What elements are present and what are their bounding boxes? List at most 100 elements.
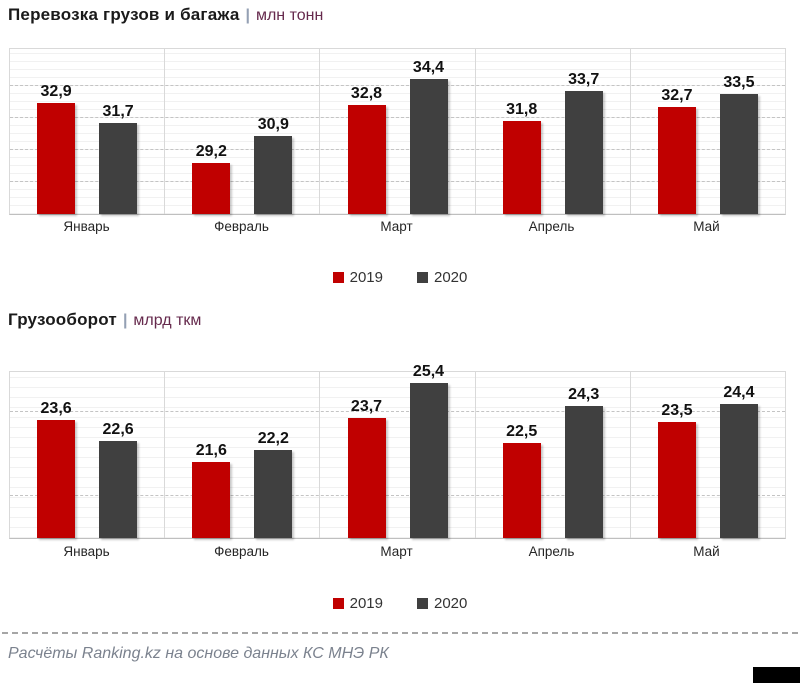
- bar-column-2019: 23,7: [347, 398, 386, 538]
- bar-2020: [254, 135, 293, 214]
- legend-label-2020: 2020: [434, 269, 468, 286]
- chart-title: Грузооборот | млрд ткм: [8, 310, 201, 330]
- minor-gridlines: [10, 372, 785, 538]
- bar-column-2019: 31,8: [502, 101, 541, 214]
- legend-label-2019: 2019: [349, 595, 383, 612]
- bar-value-label: 31,8: [506, 101, 538, 119]
- bar-value-label: 29,2: [195, 142, 227, 160]
- corner-mark: [753, 667, 800, 683]
- bar-column-2019: 32,9: [37, 83, 76, 214]
- plot-area: 32,9 31,7 29,2 30,9 32,8 34,4 31,8 33,7 32,7 33,5: [9, 48, 786, 215]
- x-axis-label: Май: [693, 544, 720, 559]
- category-group-2: 29,2 30,9: [164, 49, 319, 214]
- source-credit: Расчёты Ranking.kz на основе данных КС М…: [8, 645, 389, 662]
- bar-2020: [409, 382, 448, 538]
- bar-2019: [347, 418, 386, 538]
- chart-unit-label: млн тонн: [255, 7, 324, 24]
- bar-2019: [502, 121, 541, 214]
- title-separator: |: [122, 312, 128, 329]
- bar-column-2020: 33,7: [564, 70, 603, 214]
- chart-title-text: Перевозка грузов и багажа: [8, 5, 240, 24]
- bar-value-label: 23,7: [350, 398, 383, 416]
- category-group-3: 32,8 34,4: [319, 49, 474, 214]
- bar-value-label: 23,6: [40, 400, 72, 418]
- bar-column-2020: 34,4: [409, 59, 448, 214]
- plot-area: 23,6 22,6 21,6 22,2 23,7 25,4 22,5 24,3 23,5 24,4: [9, 363, 786, 539]
- bar-2020: [719, 403, 758, 538]
- x-axis-label: Май: [693, 219, 720, 234]
- x-axis-label: Февраль: [214, 544, 269, 559]
- bar-column-2019: 22,5: [502, 423, 541, 538]
- bar-value-label: 22,2: [257, 429, 289, 447]
- x-axis-label: Январь: [63, 544, 110, 559]
- bar-2020: [564, 90, 603, 214]
- category-group-4: 31,8 33,7: [474, 49, 630, 214]
- bar-value-label: 22,5: [506, 423, 538, 441]
- bar-value-label: 33,5: [723, 73, 755, 91]
- x-axis-labels: Январь Февраль Март Апрель Май: [9, 219, 784, 234]
- legend: 2019 2020: [0, 269, 800, 286]
- bar-value-label: 21,6: [195, 442, 227, 460]
- bar-value-label: 34,4: [412, 59, 445, 77]
- legend: 2019 2020: [0, 595, 800, 612]
- bar-value-label: 33,7: [568, 70, 600, 88]
- legend-label-2020: 2020: [434, 595, 468, 612]
- bar-column-2020: 31,7: [99, 102, 138, 214]
- category-group-2: 21,6 22,2: [164, 372, 319, 538]
- x-axis-label: Февраль: [214, 219, 269, 234]
- bar-2020: [99, 122, 138, 214]
- x-axis-label: Март: [380, 219, 413, 234]
- gridline-major: [10, 84, 785, 86]
- bar-2019: [657, 106, 696, 214]
- bar-2019: [192, 162, 231, 214]
- gridline-major: [10, 180, 785, 182]
- bar-column-2019: 23,5: [657, 403, 696, 538]
- bar-column-2020: 24,3: [564, 385, 603, 538]
- bar-value-label: 25,4: [412, 362, 445, 380]
- category-group-5: 32,7 33,5: [629, 49, 785, 214]
- bar-column-2020: 30,9: [254, 115, 293, 214]
- chart-title: Перевозка грузов и багажа | млн тонн: [8, 5, 323, 25]
- bar-2019: [347, 105, 386, 214]
- legend-item-2020: 2020: [417, 595, 467, 612]
- category-group-4: 22,5 24,3: [474, 372, 630, 538]
- legend-swatch-2020: [417, 598, 428, 609]
- bar-value-label: 32,7: [661, 86, 693, 104]
- bar-value-label: 22,6: [102, 421, 134, 439]
- bar-2019: [502, 443, 541, 538]
- bar-value-label: 30,9: [257, 115, 289, 133]
- legend-item-2019: 2019: [332, 269, 383, 286]
- bar-2020: [719, 93, 758, 214]
- legend-label-2019: 2019: [349, 269, 383, 286]
- x-axis-label: Апрель: [528, 219, 575, 234]
- bar-column-2020: 24,4: [719, 384, 758, 538]
- category-group-1: 23,6 22,6: [10, 372, 164, 538]
- bar-groups: 32,9 31,7 29,2 30,9 32,8 34,4 31,8 33,7 32,7 33,5: [10, 49, 785, 214]
- x-axis-label: Апрель: [528, 544, 575, 559]
- bar-value-label: 32,9: [40, 83, 72, 101]
- x-axis-labels: Январь Февраль Март Апрель Май: [9, 544, 784, 559]
- bar-2019: [657, 422, 696, 538]
- title-separator: |: [245, 7, 250, 24]
- chart-unit-label: млрд ткм: [133, 312, 202, 329]
- bar-column-2020: 22,6: [99, 421, 138, 538]
- bar-value-label: 24,3: [568, 385, 600, 403]
- gridline-major: [10, 148, 785, 150]
- bar-2020: [409, 79, 448, 214]
- x-axis-label: Январь: [63, 219, 110, 234]
- gridline-major: [10, 494, 785, 496]
- bar-column-2019: 32,8: [347, 86, 386, 214]
- bar-2019: [37, 103, 76, 214]
- bar-value-label: 31,7: [102, 102, 134, 120]
- gridline-major: [10, 116, 785, 118]
- bar-column-2019: 23,6: [37, 400, 76, 538]
- bar-column-2019: 29,2: [192, 142, 231, 214]
- legend-swatch-2019: [332, 598, 344, 609]
- bar-groups: 23,6 22,6 21,6 22,2 23,7 25,4 22,5 24,3 23,5 24,4: [10, 363, 785, 538]
- category-group-1: 32,9 31,7: [10, 49, 164, 214]
- legend-swatch-2020: [417, 272, 428, 283]
- legend-item-2020: 2020: [417, 269, 467, 286]
- bar-2019: [192, 462, 231, 538]
- bar-column-2020: 25,4: [409, 362, 448, 538]
